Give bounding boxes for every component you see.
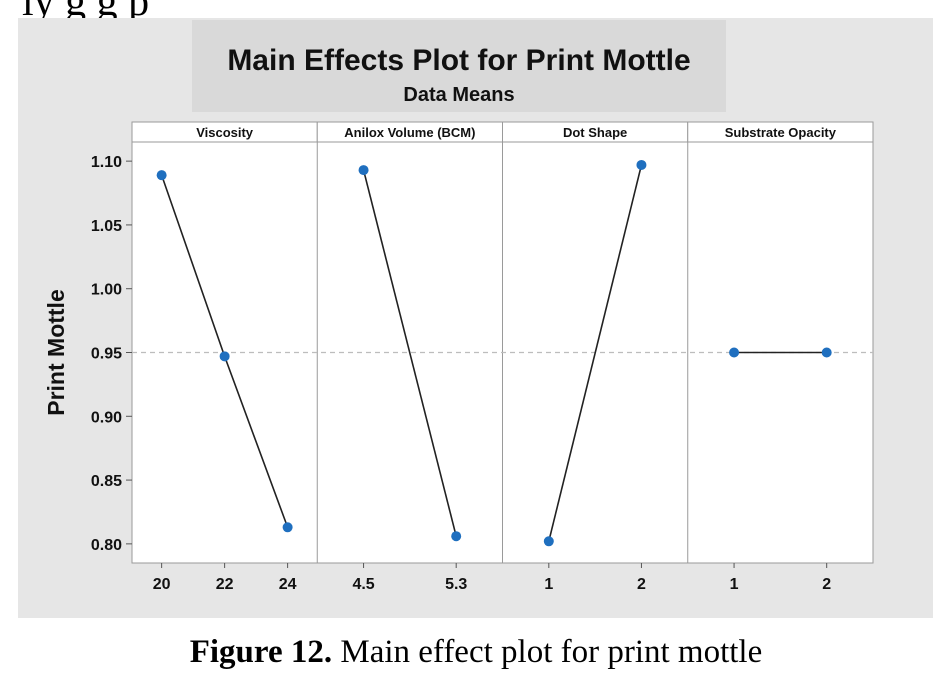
y-tick-label: 1.00 (91, 282, 122, 299)
data-point (821, 347, 832, 358)
x-tick-label: 2 (637, 576, 646, 593)
chart-title: Main Effects Plot for Print Mottle (227, 44, 691, 77)
panel-header (687, 121, 874, 143)
series-line (362, 169, 457, 537)
data-point (451, 531, 462, 542)
data-point (636, 159, 647, 170)
x-tick-label: 5.3 (445, 576, 467, 593)
data-point (219, 351, 230, 362)
x-tick-label: 2 (822, 576, 831, 593)
caption-label: Figure 12. (189, 634, 333, 670)
panel-header-label: Substrate Opacity (725, 125, 837, 140)
panel-header-label: Anilox Volume (BCM) (344, 125, 475, 140)
panel-header-label: Dot Shape (563, 125, 627, 140)
y-tick-label: 0.90 (91, 409, 122, 426)
x-tick-label: 4.5 (352, 576, 374, 593)
figure-caption: Figure 12. Main effect plot for print mo… (0, 634, 952, 671)
y-tick-label: 0.95 (91, 346, 122, 363)
data-point (282, 522, 293, 533)
data-point (729, 347, 740, 358)
x-tick-label: 1 (544, 576, 553, 593)
data-point (543, 536, 554, 547)
chart-title-box: Main Effects Plot for Print Mottle Data … (192, 20, 726, 112)
y-tick-label: 1.05 (91, 218, 122, 235)
y-tick-label: 0.80 (91, 537, 122, 554)
x-tick-label: 20 (153, 576, 171, 593)
data-point (358, 165, 369, 176)
series-line (548, 164, 643, 542)
x-tick-label: 1 (730, 576, 739, 593)
y-axis-title: Print Mottle (43, 289, 69, 416)
y-tick-label: 1.10 (91, 154, 122, 171)
x-tick-label: 22 (216, 576, 234, 593)
chart-subtitle: Data Means (403, 84, 515, 106)
panel-header-label: Viscosity (196, 125, 254, 140)
y-tick-label: 0.85 (91, 473, 122, 490)
x-tick-label: 24 (279, 576, 297, 593)
caption-text: Main effect plot for print mottle (332, 634, 763, 670)
data-point (156, 170, 167, 181)
